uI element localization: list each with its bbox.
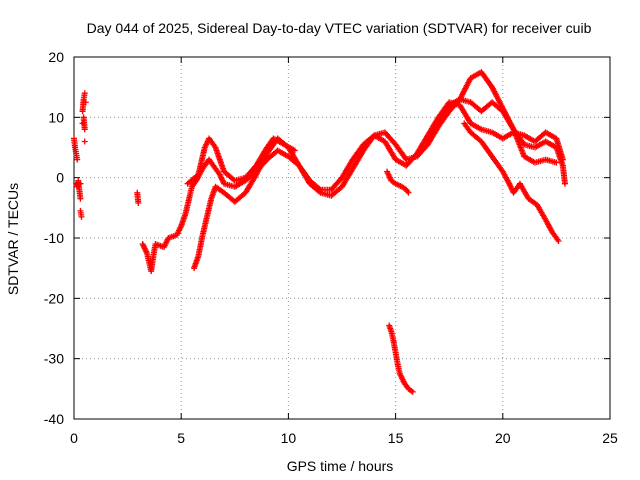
data-point-track-b <box>229 196 236 203</box>
y-tick-label: -10 <box>44 230 64 246</box>
data-point-track-b <box>194 254 201 261</box>
data-point-deep-drop <box>394 359 401 366</box>
data-point-track-b <box>314 184 321 191</box>
data-point-track-d <box>548 227 555 234</box>
data-point-track-d <box>505 179 512 186</box>
data-point-deep-drop <box>400 378 407 385</box>
data-point-track-c <box>251 165 258 172</box>
data-point-track-a <box>143 248 150 255</box>
data-point-track-a <box>181 212 188 219</box>
data-point-track-a <box>145 257 152 264</box>
data-point-deep-drop <box>408 387 415 394</box>
data-point-early-cluster <box>78 211 85 218</box>
data-point-track-d <box>475 136 482 143</box>
data-point-track-d <box>397 182 404 189</box>
data-point-track-a <box>177 224 184 231</box>
data-point-deep-drop <box>390 335 397 342</box>
data-point-track-b <box>519 131 526 138</box>
data-point-track-b <box>336 177 343 184</box>
x-tick-label: 5 <box>177 430 185 446</box>
data-point-early-cluster <box>81 138 88 145</box>
y-tick-label: 0 <box>56 170 64 186</box>
data-point-deep-drop <box>396 368 403 375</box>
data-point-track-b <box>199 233 206 240</box>
data-point-track-a <box>272 149 278 156</box>
data-points <box>71 69 568 395</box>
x-tick-label: 0 <box>70 430 78 446</box>
x-tick-label: 15 <box>388 430 404 446</box>
data-point-track-b <box>239 192 246 199</box>
data-point-track-b <box>476 125 483 132</box>
data-point-track-a <box>336 185 343 192</box>
y-tick-label: -30 <box>44 351 64 367</box>
x-tick-label: 10 <box>281 430 297 446</box>
data-point-track-d <box>391 179 398 186</box>
x-tick-label: 25 <box>602 430 618 446</box>
data-point-track-c <box>497 106 504 113</box>
data-point-track-c <box>192 173 199 180</box>
data-point-track-b <box>487 128 494 135</box>
x-tick-label: 20 <box>495 430 511 446</box>
data-point-track-b <box>559 154 566 161</box>
data-point-early-cluster <box>73 154 80 161</box>
data-point-track-a <box>561 179 568 186</box>
data-point-track-c <box>475 106 482 113</box>
data-point-track-d <box>513 185 520 192</box>
data-point-track-d <box>404 188 411 195</box>
data-point-track-a <box>390 139 397 146</box>
y-tick-label: 10 <box>48 109 64 125</box>
data-point-track-a <box>215 170 222 177</box>
data-point-track-c <box>486 101 493 108</box>
tick-labels: 0 5 10 15 20 25 -40 -30 -20 -10 0 10 20 <box>44 49 618 446</box>
axis-ticks <box>73 56 611 420</box>
data-point-track-c <box>279 140 286 147</box>
y-tick-label: -20 <box>44 290 64 306</box>
data-point-track-a <box>186 194 193 201</box>
data-point-track-a <box>188 185 195 192</box>
chart-title: Day 044 of 2025, Sidereal Day-to-day VTE… <box>87 20 592 36</box>
data-point-track-c <box>211 142 218 149</box>
data-point-track-c <box>201 146 208 153</box>
data-point-track-d <box>541 215 548 222</box>
data-point-track-b <box>411 152 418 159</box>
data-point-track-a <box>192 179 199 186</box>
data-point-track-d <box>554 236 561 243</box>
data-point-track-b <box>368 134 375 141</box>
data-point-track-b <box>540 131 546 138</box>
data-point-early-cluster <box>77 193 84 200</box>
data-point-early-cluster <box>81 92 88 99</box>
data-point-deep-drop <box>387 327 394 334</box>
data-point-track-b <box>207 197 214 204</box>
data-point-track-b <box>203 215 210 222</box>
data-point-track-a <box>380 129 387 136</box>
data-point-early-cluster <box>72 148 79 155</box>
data-point-isolated <box>135 198 142 205</box>
data-point-track-c <box>465 98 472 105</box>
grid-lines <box>74 57 610 419</box>
data-point-track-c <box>290 146 297 153</box>
y-tick-label: -40 <box>44 411 64 427</box>
data-point-early-cluster <box>81 124 88 131</box>
y-tick-label: 20 <box>48 49 64 65</box>
data-point-track-a <box>209 161 216 168</box>
data-point-track-c <box>551 159 558 166</box>
data-point-track-b <box>316 185 323 192</box>
data-point-track-c <box>229 175 236 182</box>
y-axis-label: SDTVAR / TECUs <box>5 183 21 295</box>
x-axis-label: GPS time / hours <box>287 458 394 474</box>
data-point-track-b <box>326 186 333 193</box>
